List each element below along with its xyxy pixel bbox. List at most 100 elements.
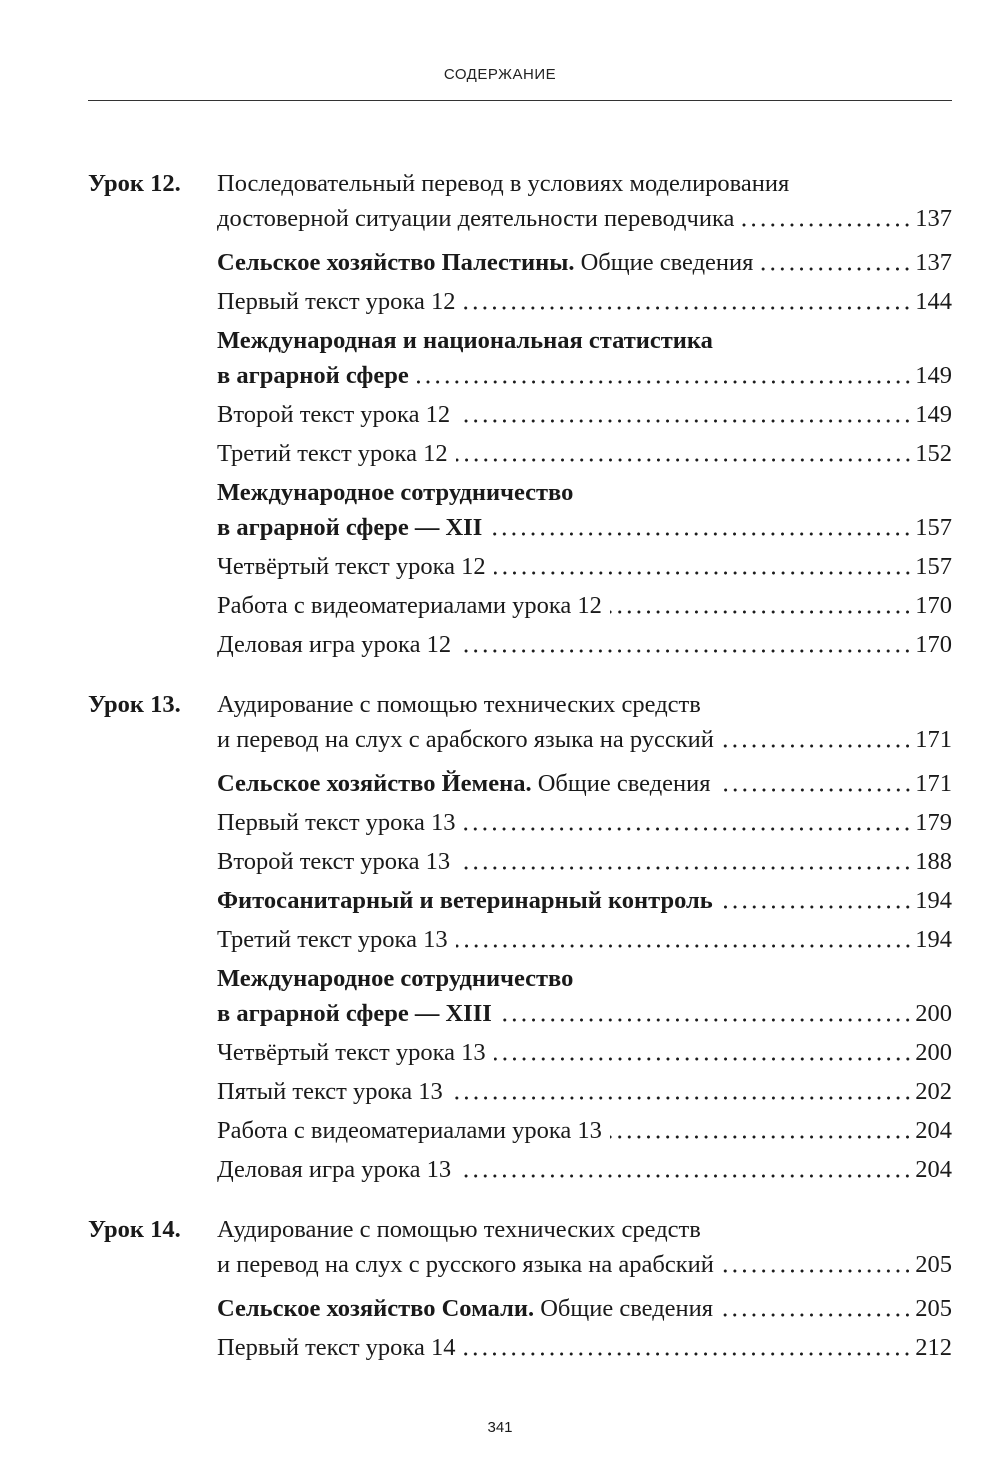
entry-normal-text: Работа с видеоматериалами урока 13 <box>217 1117 602 1144</box>
toc-entry: Пятый текст урока 13 202 <box>217 1074 952 1109</box>
entry-bold-text: в аграрной сфере — XIII <box>217 1000 492 1027</box>
page-ref: 194 <box>915 887 952 914</box>
toc-entry: Четвёртый текст урока 13 200 <box>217 1035 952 1070</box>
entry-bold-text: Международная и национальная статистика <box>217 327 713 354</box>
dot-leader <box>450 1074 913 1109</box>
toc-line: и перевод на слух с русского языка на ар… <box>217 1247 952 1282</box>
page-ref: 205 <box>915 1295 952 1322</box>
toc-line: Сельское хозяйство Сомали. Общие сведени… <box>217 1291 952 1326</box>
toc-entry: Работа с видеоматериалами урока 13 204 <box>217 1113 952 1148</box>
dot-leader <box>742 201 913 236</box>
entry-text: Первый текст урока 14 <box>217 1330 455 1365</box>
entry-line: Международная и национальная статистика <box>217 323 952 358</box>
entry-bold-text: Международное сотрудничество <box>217 479 574 506</box>
toc-line: в аграрной сфере — XIII 200 <box>217 996 952 1031</box>
page-ref: 194 <box>915 926 952 953</box>
entry-normal-text: Первый текст урока 12 <box>217 288 456 315</box>
toc-line: достоверной ситуации деятельности перево… <box>217 201 952 236</box>
dot-leader <box>458 844 913 879</box>
toc-entry: Первый текст урока 13 179 <box>217 805 952 840</box>
toc-line: Пятый текст урока 13 202 <box>217 1074 952 1109</box>
entry-normal-text: Второй текст урока 13 <box>217 848 451 875</box>
dot-leader <box>455 436 913 471</box>
toc-line: и перевод на слух с арабского языка на р… <box>217 722 952 757</box>
entry-text: Фитосанитарный и ветеринарный контроль <box>217 883 713 918</box>
entry-text: Третий текст урока 13 <box>217 922 448 957</box>
page-ref: 200 <box>915 1039 952 1066</box>
dot-leader <box>609 588 913 623</box>
lesson-label: Урок 13. <box>88 691 181 718</box>
table-of-contents: Урок 12. Последовательный перевод в услов… <box>88 166 952 1390</box>
entry-bold-text: Сельское хозяйство Йемена. <box>217 770 532 797</box>
lesson-label: Урок 14. <box>88 1216 181 1243</box>
entry-text: Четвёртый текст урока 12 <box>217 549 486 584</box>
dot-leader <box>463 1330 913 1365</box>
lesson-section: Урок 13. Аудирование с помощью технически… <box>88 687 952 1191</box>
page-ref: 157 <box>915 553 952 580</box>
toc-line: Фитосанитарный и ветеринарный контроль 19… <box>217 883 952 918</box>
entry-normal-text: Пятый текст урока 13 <box>217 1078 443 1105</box>
entry-text: Первый текст урока 12 <box>217 284 455 319</box>
entry-bold-text: Сельское хозяйство Сомали. <box>217 1295 535 1322</box>
page-ref: 204 <box>915 1117 952 1144</box>
toc-entry: Международная и национальная статистика в… <box>217 323 952 393</box>
dot-leader <box>463 805 913 840</box>
page-ref: 152 <box>915 440 952 467</box>
title-line: Аудирование с помощью технических средст… <box>217 1216 701 1243</box>
lesson-section: Урок 14. Аудирование с помощью технически… <box>88 1212 952 1369</box>
entry-text: Первый текст урока 13 <box>217 805 455 840</box>
page-ref: 171 <box>915 770 952 797</box>
title-line: Последовательный перевод в условиях моде… <box>217 170 790 197</box>
dot-leader <box>493 1035 913 1070</box>
toc-line: Четвёртый текст урока 12 157 <box>217 549 952 584</box>
page-ref: 200 <box>915 1000 952 1027</box>
toc-line: Второй текст урока 12 149 <box>217 397 952 432</box>
toc-line: Сельское хозяйство Йемена. Общие сведени… <box>217 766 952 801</box>
dot-leader <box>455 922 913 957</box>
toc-entry: Четвёртый текст урока 12 157 <box>217 549 952 584</box>
toc-line: Деловая игра урока 13 204 <box>217 1152 952 1187</box>
entry-text: Сельское хозяйство Йемена. Общие сведени… <box>217 766 711 801</box>
entry-normal-text: Четвёртый текст урока 12 <box>217 553 486 580</box>
toc-line: Деловая игра урока 12 170 <box>217 627 952 662</box>
page-ref: 205 <box>915 1251 952 1278</box>
page-ref: 137 <box>915 249 952 276</box>
entry-normal-text: Деловая игра урока 13 <box>217 1156 452 1183</box>
toc-line: Третий текст урока 12 152 <box>217 436 952 471</box>
toc-line: Второй текст урока 13 188 <box>217 844 952 879</box>
entry-normal-text: Четвёртый текст урока 13 <box>217 1039 486 1066</box>
entry-line: Международное сотрудничество <box>217 961 952 996</box>
toc-line: Первый текст урока 12 144 <box>217 284 952 319</box>
entry-text: достоверной ситуации деятельности перево… <box>217 201 734 236</box>
toc-entry: Деловая игра урока 12 170 <box>217 627 952 662</box>
dot-leader <box>718 766 913 801</box>
dot-leader <box>609 1113 913 1148</box>
dot-leader <box>721 1291 913 1326</box>
entry-text: Деловая игра урока 13 <box>217 1152 451 1187</box>
toc-entry: Второй текст урока 12 149 <box>217 397 952 432</box>
entry-normal-text: Общие сведения <box>531 770 711 797</box>
entry-normal-text: Общие сведения <box>574 249 754 276</box>
page-ref: 170 <box>915 631 952 658</box>
entry-normal-text: Первый текст урока 14 <box>217 1334 456 1361</box>
toc-entry: Фитосанитарный и ветеринарный контроль 19… <box>217 883 952 918</box>
toc-entry: Сельское хозяйство Йемена. Общие сведени… <box>217 766 952 801</box>
page-ref: 179 <box>915 809 952 836</box>
toc-entry: Международное сотрудничество в аграрной с… <box>217 961 952 1031</box>
dot-leader <box>458 397 913 432</box>
toc-entry: Первый текст урока 12 144 <box>217 284 952 319</box>
toc-entry: Сельское хозяйство Палестины. Общие свед… <box>217 245 952 280</box>
header-rule <box>88 100 952 101</box>
page-ref: 137 <box>915 205 952 232</box>
page-ref: 212 <box>915 1334 952 1361</box>
toc-entry: Третий текст урока 12 152 <box>217 436 952 471</box>
toc-line: Первый текст урока 13 179 <box>217 805 952 840</box>
dot-leader <box>720 883 913 918</box>
toc-entry: Работа с видеоматериалами урока 12 170 <box>217 588 952 623</box>
title-line-text: и перевод на слух с арабского языка на р… <box>217 726 714 753</box>
entry-text: Второй текст урока 13 <box>217 844 450 879</box>
entry-text: Пятый текст урока 13 <box>217 1074 443 1109</box>
dot-leader <box>493 549 913 584</box>
dot-leader <box>490 510 913 545</box>
entry-bold-text: в аграрной сфере <box>217 362 409 389</box>
